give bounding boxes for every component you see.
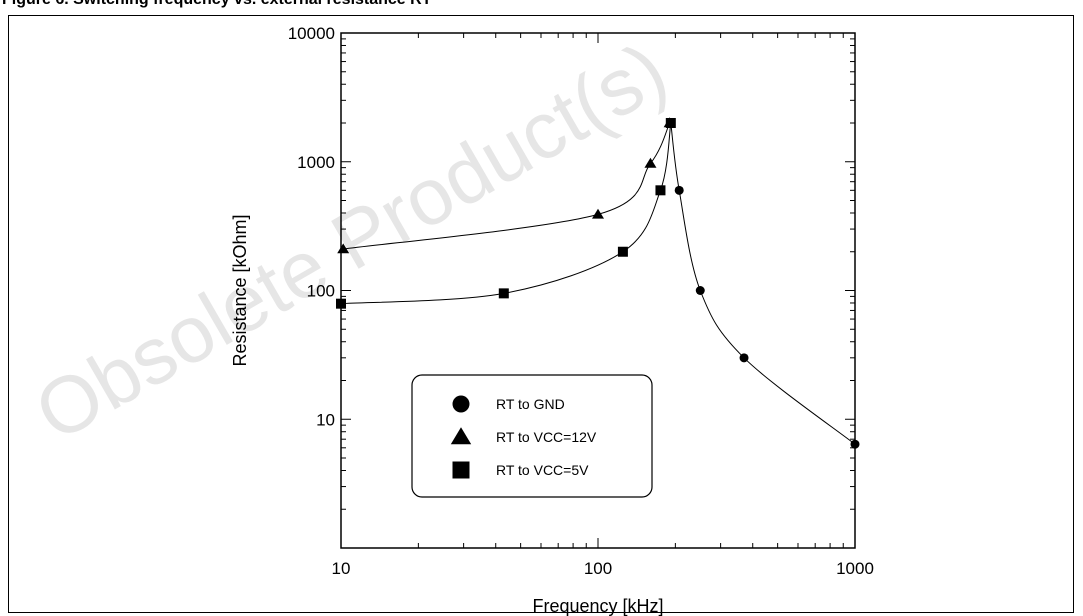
data-point-circle [850, 439, 860, 449]
y-tick-label: 1000 [297, 153, 335, 172]
series-line-2 [343, 122, 671, 250]
data-point-square [655, 185, 666, 196]
legend-marker-square [452, 461, 470, 479]
data-point-circle [695, 286, 705, 295]
data-point-square [617, 246, 628, 257]
data-point-triangle [337, 243, 350, 254]
data-point-triangle [644, 157, 657, 168]
legend-marker-triangle [450, 427, 472, 445]
y-tick-label: 10 [316, 410, 335, 429]
series-markers [336, 117, 860, 449]
data-point-triangle [592, 208, 604, 219]
series-line-3 [340, 122, 672, 305]
legend-marker-circle [452, 395, 470, 413]
legend-label: RT to VCC=5V [496, 462, 589, 478]
legend-box [411, 374, 653, 498]
data-point-circle [739, 353, 749, 363]
data-point-square [665, 117, 676, 128]
figure-title: Figure 6. Switching frequency vs. extern… [2, 0, 431, 9]
data-point-circle [674, 185, 684, 195]
legend-label: RT to GND [496, 396, 565, 412]
series-line-1 [670, 122, 856, 445]
y-tick-label: 100 [307, 282, 335, 301]
axis-ticks [340, 32, 856, 549]
x-axis-label: Frequency [kHz] [532, 596, 663, 616]
tick-labels: 10 100 1000 10 100 1000 10000 [288, 24, 874, 578]
x-tick-label: 100 [584, 559, 612, 578]
data-point-square [498, 288, 509, 299]
data-point-square [336, 298, 346, 309]
legend: RT to GND RT to VCC=12V RT to VCC=5V [411, 374, 653, 498]
y-axis-label: Resistance [kOhm] [230, 214, 250, 366]
y-tick-label: 10000 [288, 24, 335, 43]
x-tick-label: 10 [332, 559, 351, 578]
figure-frame [8, 15, 1074, 613]
x-tick-label: 1000 [836, 559, 874, 578]
legend-label: RT to VCC=12V [496, 429, 597, 445]
